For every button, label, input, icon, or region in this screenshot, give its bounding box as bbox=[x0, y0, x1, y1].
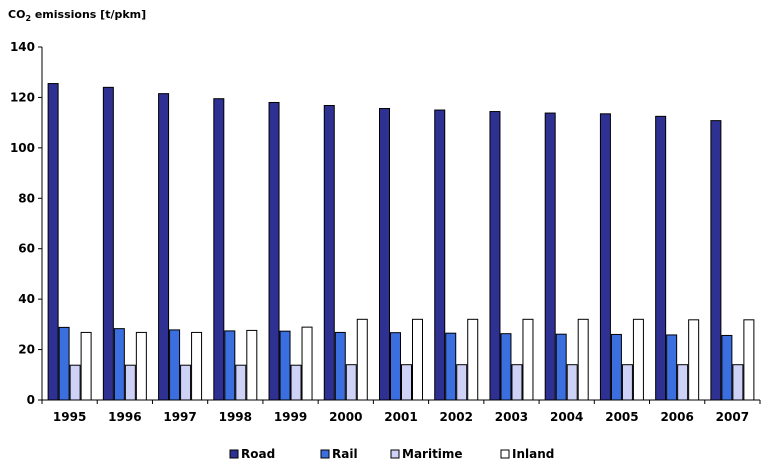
bar-rail-2007 bbox=[721, 334, 733, 401]
bar-rail-2004 bbox=[555, 333, 567, 401]
x-tick-label: 2004 bbox=[550, 410, 583, 424]
bar-inland-2003 bbox=[522, 318, 534, 401]
x-tick-label: 1999 bbox=[274, 410, 307, 424]
bar-maritime-2000 bbox=[345, 364, 357, 401]
bar-maritime-1996 bbox=[124, 364, 136, 401]
axes bbox=[41, 47, 760, 401]
bar-rail-1995 bbox=[58, 326, 70, 401]
bar-road-2005 bbox=[599, 113, 611, 401]
bar-rail-2006 bbox=[666, 334, 678, 401]
x-tick-label: 2002 bbox=[440, 410, 473, 424]
bar-inland-2005 bbox=[632, 318, 644, 401]
bar-inland-1998 bbox=[246, 329, 258, 401]
x-axis: 1995 1996 1997 1998 1999 2000 2001 2002 2003 2004… bbox=[41, 400, 761, 424]
y-tick-label: 40 bbox=[18, 292, 35, 306]
y-axis-title: CO2 emissions [t/pkm] bbox=[8, 8, 146, 23]
legend-swatch-inland bbox=[500, 449, 510, 459]
bar-maritime-1997 bbox=[180, 364, 192, 401]
bar-road-1997 bbox=[158, 93, 170, 401]
bar-rail-2005 bbox=[610, 333, 622, 401]
y-tick-label: 60 bbox=[18, 242, 35, 256]
bar-inland-1996 bbox=[135, 331, 147, 401]
x-tick-label: 2007 bbox=[716, 410, 749, 424]
bar-inland-2002 bbox=[467, 318, 479, 401]
x-tick-label: 1997 bbox=[163, 410, 196, 424]
bar-maritime-1998 bbox=[235, 364, 247, 401]
x-tick-label: 1996 bbox=[108, 410, 141, 424]
bar-rail-1997 bbox=[169, 329, 181, 401]
legend-label-maritime: Maritime bbox=[402, 447, 463, 461]
bar-inland-2007 bbox=[743, 319, 755, 401]
bar-inland-1999 bbox=[301, 326, 313, 401]
y-tick-label: 120 bbox=[10, 90, 35, 104]
bar-road-2006 bbox=[655, 115, 667, 401]
x-tick-label: 2003 bbox=[495, 410, 528, 424]
y-tick-label: 140 bbox=[10, 40, 35, 54]
bar-rail-2003 bbox=[500, 333, 512, 401]
y-tick-label: 100 bbox=[10, 141, 35, 155]
bar-maritime-2004 bbox=[566, 364, 578, 401]
bar-maritime-1999 bbox=[290, 364, 302, 401]
bar-road-2000 bbox=[323, 104, 335, 401]
bar-rail-1998 bbox=[224, 330, 236, 401]
y-tick-label: 0 bbox=[27, 393, 35, 407]
x-tick-label: 1998 bbox=[219, 410, 252, 424]
bar-road-2002 bbox=[434, 109, 446, 401]
legend-label-road: Road bbox=[241, 447, 275, 461]
bar-rail-1999 bbox=[279, 330, 291, 401]
bar-inland-2004 bbox=[577, 318, 589, 401]
bar-inland-2006 bbox=[688, 319, 700, 401]
y-axis: 0 20 40 60 80 100 120 140 bbox=[10, 40, 42, 407]
y-tick-label: 80 bbox=[18, 191, 35, 205]
x-tick-label: 1995 bbox=[53, 410, 86, 424]
legend-label-rail: Rail bbox=[332, 447, 358, 461]
bar-maritime-1995 bbox=[69, 364, 81, 401]
x-tick-label: 2005 bbox=[605, 410, 638, 424]
bar-maritime-2005 bbox=[621, 364, 633, 401]
bar-road-1996 bbox=[102, 86, 114, 401]
bar-road-1998 bbox=[213, 98, 225, 401]
bar-road-2004 bbox=[544, 112, 556, 401]
bar-maritime-2006 bbox=[677, 364, 689, 401]
bar-road-2007 bbox=[710, 120, 722, 401]
legend: Road Rail Maritime Inland bbox=[229, 447, 554, 461]
x-tick-label: 2000 bbox=[329, 410, 362, 424]
bars bbox=[47, 83, 755, 401]
bar-maritime-2003 bbox=[511, 364, 523, 401]
bar-inland-2000 bbox=[356, 318, 368, 401]
y-tick-label: 20 bbox=[18, 343, 35, 357]
bar-maritime-2002 bbox=[456, 364, 468, 401]
bar-rail-2001 bbox=[390, 332, 401, 401]
x-tick-label: 2001 bbox=[384, 410, 417, 424]
bar-inland-2001 bbox=[412, 318, 423, 401]
legend-swatch-road bbox=[229, 449, 239, 459]
bar-rail-1996 bbox=[113, 328, 125, 401]
bar-inland-1995 bbox=[80, 331, 92, 401]
bar-road-1995 bbox=[47, 83, 59, 401]
bar-road-1999 bbox=[268, 101, 280, 401]
bar-road-2001 bbox=[379, 108, 390, 401]
bar-rail-2000 bbox=[334, 331, 346, 401]
bar-road-2003 bbox=[489, 111, 501, 401]
bar-maritime-2001 bbox=[401, 364, 412, 401]
legend-swatch-maritime bbox=[390, 449, 400, 459]
bar-maritime-2007 bbox=[732, 364, 744, 401]
legend-label-inland: Inland bbox=[512, 447, 554, 461]
bar-inland-1997 bbox=[191, 331, 203, 401]
bar-rail-2002 bbox=[445, 332, 457, 401]
x-tick-label: 2006 bbox=[660, 410, 693, 424]
legend-swatch-rail bbox=[320, 449, 330, 459]
